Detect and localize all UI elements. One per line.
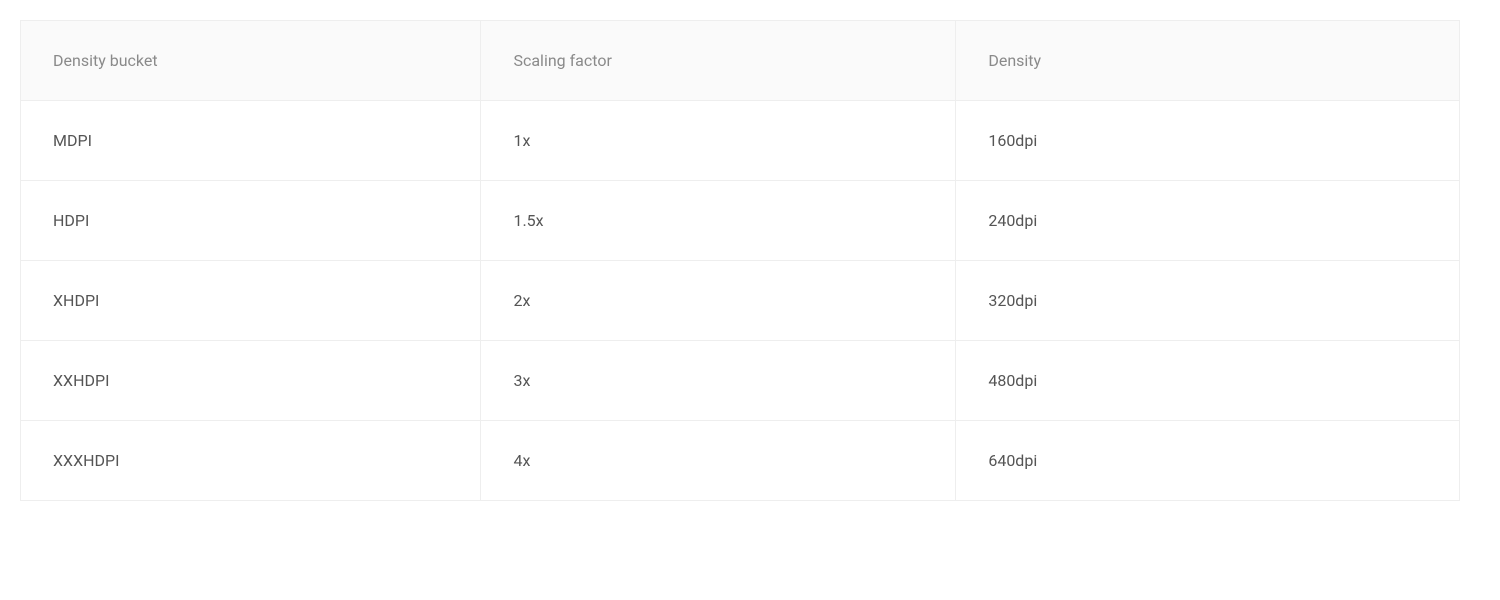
cell-density: 480dpi <box>956 341 1460 421</box>
cell-density-bucket: XHDPI <box>21 261 481 341</box>
cell-density: 160dpi <box>956 101 1460 181</box>
cell-scaling-factor: 3x <box>481 341 956 421</box>
density-table: Density bucket Scaling factor Density MD… <box>20 20 1460 501</box>
cell-density-bucket: XXHDPI <box>21 341 481 421</box>
table-row: HDPI 1.5x 240dpi <box>21 181 1460 261</box>
cell-scaling-factor: 2x <box>481 261 956 341</box>
cell-scaling-factor: 4x <box>481 421 956 501</box>
cell-density: 240dpi <box>956 181 1460 261</box>
cell-density-bucket: HDPI <box>21 181 481 261</box>
column-header-scaling-factor: Scaling factor <box>481 21 956 101</box>
cell-density-bucket: XXXHDPI <box>21 421 481 501</box>
cell-density: 320dpi <box>956 261 1460 341</box>
table-body: MDPI 1x 160dpi HDPI 1.5x 240dpi XHDPI 2x… <box>21 101 1460 501</box>
cell-scaling-factor: 1x <box>481 101 956 181</box>
table-row: MDPI 1x 160dpi <box>21 101 1460 181</box>
table-row: XXXHDPI 4x 640dpi <box>21 421 1460 501</box>
column-header-density: Density <box>956 21 1460 101</box>
column-header-density-bucket: Density bucket <box>21 21 481 101</box>
table-row: XHDPI 2x 320dpi <box>21 261 1460 341</box>
cell-density-bucket: MDPI <box>21 101 481 181</box>
table-row: XXHDPI 3x 480dpi <box>21 341 1460 421</box>
cell-density: 640dpi <box>956 421 1460 501</box>
table-header: Density bucket Scaling factor Density <box>21 21 1460 101</box>
table-header-row: Density bucket Scaling factor Density <box>21 21 1460 101</box>
cell-scaling-factor: 1.5x <box>481 181 956 261</box>
